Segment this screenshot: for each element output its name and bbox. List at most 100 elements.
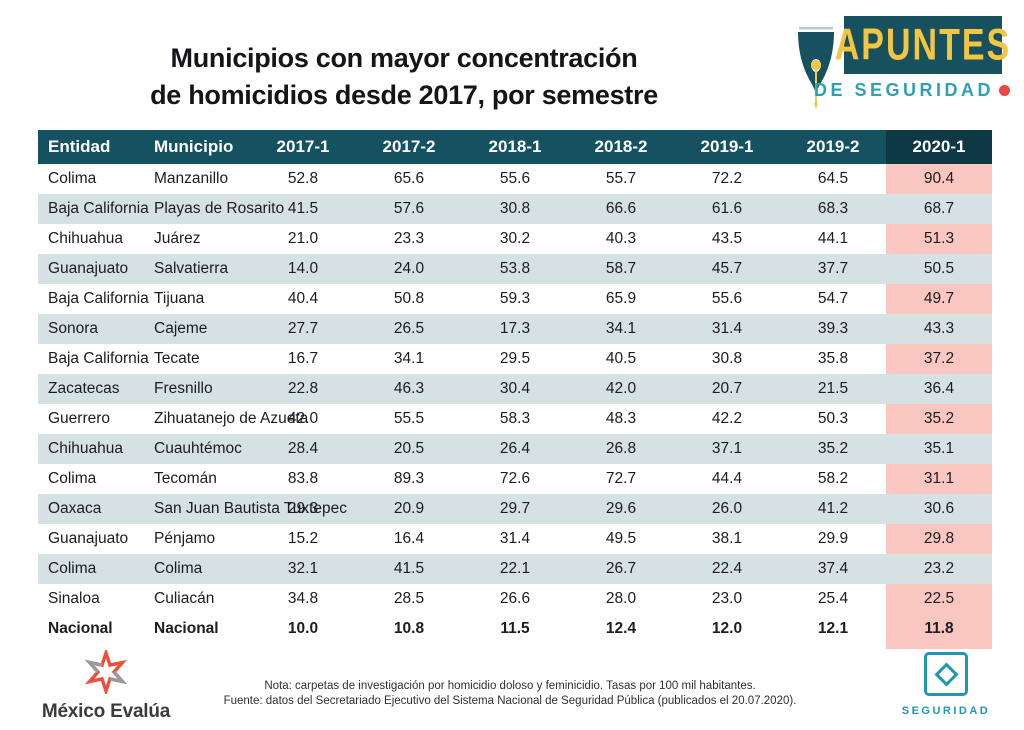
- cell-value: 29.8: [886, 524, 992, 554]
- note-text: Nota: carpetas de investigación por homi…: [264, 680, 756, 692]
- cell-value: 44.4: [711, 470, 743, 487]
- cell-value: 61.6: [674, 194, 780, 224]
- cell-value: 34.1: [568, 314, 674, 344]
- cell-value: 65.9: [605, 290, 637, 307]
- cell-value: 17.3: [462, 314, 568, 344]
- col-header-2017-1: 2017-1: [250, 130, 356, 164]
- cell-value: 30.2: [499, 230, 531, 247]
- cell-value: 51.3: [886, 224, 992, 254]
- cell-municipio: Manzanillo: [154, 170, 229, 187]
- cell-value: 14.0: [250, 254, 356, 284]
- cell-value: 31.1: [886, 464, 992, 494]
- cell-value: 26.0: [674, 494, 780, 524]
- cell-municipio: Nacional: [154, 620, 219, 637]
- cell-entidad: Zacatecas: [38, 374, 144, 404]
- cell-municipio: Playas de Rosarito: [144, 194, 284, 224]
- col-header-2018-2: 2018-2: [568, 130, 674, 164]
- table-body: Colima Manzanillo 52.8 65.6 55.6 55.7 72.2 64.5…: [38, 164, 992, 649]
- cell-value: 54.7: [817, 290, 849, 307]
- cell-entidad: Colima: [38, 554, 144, 584]
- cell-value: 23.3: [393, 230, 425, 247]
- table-row: Guanajuato Pénjamo 15.2 16.4 31.4 49.5 38.1 29.…: [38, 524, 992, 554]
- cell-municipio: Salvatierra: [144, 254, 250, 284]
- col-header-2019-2: 2019-2: [780, 130, 886, 164]
- cell-value: 26.5: [356, 314, 462, 344]
- cell-value: 29.5: [499, 350, 531, 367]
- cell-value: 21.0: [287, 230, 319, 247]
- table-row: Nacional Nacional 10.0 10.8 11.5 12.4 12.0 12.1…: [38, 614, 992, 644]
- diamond-icon: [924, 652, 968, 696]
- cell-entidad: Nacional: [48, 620, 113, 637]
- cell-value: 55.6: [499, 170, 531, 187]
- cell-value: 30.4: [462, 374, 568, 404]
- cell-value: 55.6: [711, 290, 743, 307]
- logo-title: APUNTES: [834, 19, 1012, 70]
- cell-value: 29.7: [462, 494, 568, 524]
- cell-value: 32.1: [250, 554, 356, 584]
- cell-value: 36.4: [886, 374, 992, 404]
- cell-value: 40.5: [605, 350, 637, 367]
- cell-value: 50.5: [886, 254, 992, 284]
- page-title: Municipios con mayor concentración de ho…: [58, 40, 750, 114]
- cell-value: 37.1: [674, 434, 780, 464]
- highlight-column-tail: [38, 644, 992, 649]
- table-header: Entidad Municipio 2017-1 2017-2 2018-1 2018-2…: [38, 130, 992, 164]
- logo-subtitle: DE SEGURIDAD: [813, 80, 994, 100]
- cell-entidad: Guanajuato: [48, 530, 129, 547]
- cell-value: 22.1: [462, 554, 568, 584]
- title-line-2: de homicidios desde 2017, por semestre: [150, 80, 658, 111]
- cell-value: 55.7: [605, 170, 637, 187]
- cell-value: 65.6: [393, 170, 425, 187]
- cell-municipio: Juárez: [154, 230, 201, 247]
- cell-value: 35.2: [780, 434, 886, 464]
- cell-value: 53.8: [462, 254, 568, 284]
- cell-value: 58.3: [499, 410, 531, 427]
- cell-entidad: Colima: [48, 470, 97, 487]
- cell-value: 21.5: [780, 374, 886, 404]
- cell-value: 20.9: [356, 494, 462, 524]
- cell-value: 89.3: [393, 470, 425, 487]
- table-row: Sinaloa Culiacán 34.8 28.5 26.6 28.0 23.0 25.4 2…: [38, 584, 992, 614]
- table-row: Zacatecas Fresnillo 22.8 46.3 30.4 42.0 20.7 21…: [38, 374, 992, 404]
- table-row: Colima Colima 32.1 41.5 22.1 26.7 22.4 37.4 23.2: [38, 554, 992, 584]
- cell-value: 30.6: [886, 494, 992, 524]
- cell-municipio: Tecate: [154, 350, 200, 367]
- cell-value: 40.3: [605, 230, 637, 247]
- cell-value: 42.0: [568, 374, 674, 404]
- cell-value: 58.7: [568, 254, 674, 284]
- cell-value: 26.6: [499, 590, 531, 607]
- cell-value: 11.8: [886, 614, 992, 644]
- cell-value: 26.8: [568, 434, 674, 464]
- source-text: Fuente: datos del Secretariado Ejecutivo…: [223, 695, 797, 707]
- logo-text-block: APUNTES DE SEGURIDAD: [814, 16, 1010, 101]
- table-row: Baja California Playas de Rosarito 41.5 57.…: [38, 194, 992, 224]
- cell-entidad: Guanajuato: [38, 254, 144, 284]
- cell-value: 55.5: [393, 410, 425, 427]
- cell-value: 25.4: [817, 590, 849, 607]
- cell-entidad: Sonora: [38, 314, 144, 344]
- cell-value: 20.5: [356, 434, 462, 464]
- cell-municipio: Cuauhtémoc: [144, 434, 250, 464]
- cell-value: 26.7: [568, 554, 674, 584]
- cell-entidad: Baja California: [38, 194, 149, 224]
- cell-value: 29.3: [250, 494, 356, 524]
- table-row: Baja California Tecate 16.7 34.1 29.5 40.5 30.…: [38, 344, 992, 374]
- cell-value: 41.2: [780, 494, 886, 524]
- cell-value: 72.6: [499, 470, 531, 487]
- homicide-rates-table: Entidad Municipio 2017-1 2017-2 2018-1 2018-2…: [38, 130, 992, 649]
- cell-value: 40.4: [287, 290, 319, 307]
- cell-value: 42.0: [287, 410, 319, 427]
- col-header-2020-1: 2020-1: [886, 130, 992, 164]
- cell-value: 68.7: [886, 194, 992, 224]
- cell-value: 90.4: [886, 164, 992, 194]
- table-row: Chihuahua Juárez 21.0 23.3 30.2 40.3 43.5 44.1 5…: [38, 224, 992, 254]
- cell-value: 37.2: [886, 344, 992, 374]
- cell-value: 43.5: [711, 230, 743, 247]
- cell-value: 37.7: [780, 254, 886, 284]
- cell-value: 30.8: [462, 194, 568, 224]
- cell-value: 37.4: [780, 554, 886, 584]
- cell-value: 16.7: [287, 350, 319, 367]
- cell-value: 23.2: [886, 554, 992, 584]
- cell-value: 44.1: [817, 230, 849, 247]
